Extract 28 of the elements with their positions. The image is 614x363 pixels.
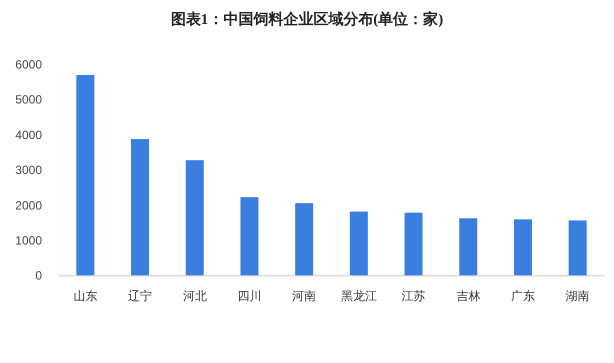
y-tick-label: 1000: [15, 233, 42, 248]
x-tick-label: 吉林: [456, 289, 480, 303]
x-tick-label: 湖南: [566, 289, 590, 303]
bar: [295, 203, 314, 276]
y-tick-label: 4000: [15, 128, 42, 142]
bar: [240, 197, 258, 276]
y-tick-label: 0: [35, 268, 42, 283]
x-tick-label: 河北: [182, 289, 207, 303]
y-tick-label: 3000: [15, 163, 42, 178]
x-tick-label: 江苏: [402, 289, 426, 303]
y-tick-label: 6000: [15, 57, 42, 72]
x-tick-label: 黑龙江: [340, 289, 377, 303]
bar: [568, 220, 587, 276]
y-tick-label: 5000: [15, 92, 42, 107]
bar: [350, 212, 368, 276]
x-tick-label: 辽宁: [128, 289, 152, 303]
bar: [186, 160, 204, 276]
bar: [459, 218, 478, 276]
y-tick-label: 2000: [15, 198, 42, 212]
x-tick-label: 河南: [292, 289, 316, 303]
chart-title: 图表1：中国饲料企业区域分布(单位：家): [170, 10, 444, 28]
bar: [131, 139, 150, 276]
bar: [76, 74, 94, 276]
bar: [514, 219, 532, 276]
x-tick-label: 山东: [73, 289, 98, 303]
x-tick-label: 广东: [510, 289, 535, 303]
x-tick-label: 四川: [237, 289, 262, 303]
bar: [404, 212, 423, 276]
